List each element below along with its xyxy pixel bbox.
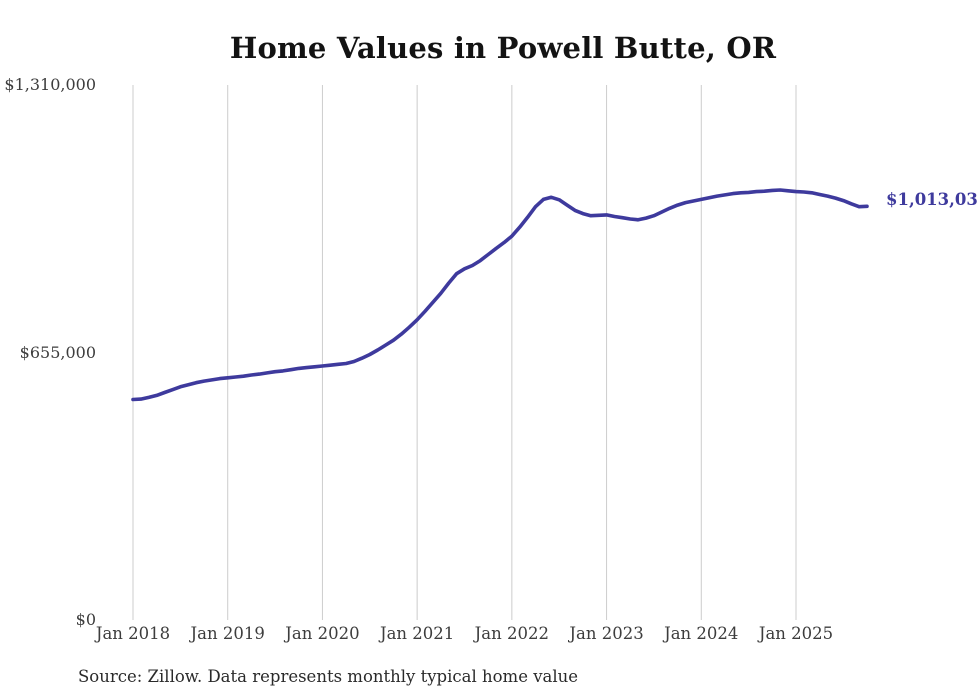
home-value-line — [131, 188, 869, 402]
current-value-label: $1,013,03 — [886, 190, 978, 210]
y-tick-label: $0 — [75, 610, 96, 629]
x-tick-label: Jan 2020 — [285, 624, 360, 643]
y-tick-label: $1,310,000 — [4, 75, 96, 94]
chart-title: Home Values in Powell Butte, OR — [229, 31, 777, 65]
y-tick-label: $655,000 — [19, 342, 96, 362]
year-gridlines — [132, 85, 797, 620]
x-tick-label: Jan 2023 — [569, 624, 644, 643]
x-tick-label: Jan 2019 — [190, 624, 265, 643]
x-tick-label: Jan 2024 — [664, 624, 739, 643]
x-tick-label: Jan 2022 — [474, 624, 549, 643]
x-tick-label: Jan 2018 — [95, 624, 171, 643]
x-tick-label: Jan 2025 — [758, 624, 834, 643]
x-tick-label: Jan 2021 — [379, 624, 455, 643]
source-note: Source: Zillow. Data represents monthly … — [78, 667, 579, 686]
